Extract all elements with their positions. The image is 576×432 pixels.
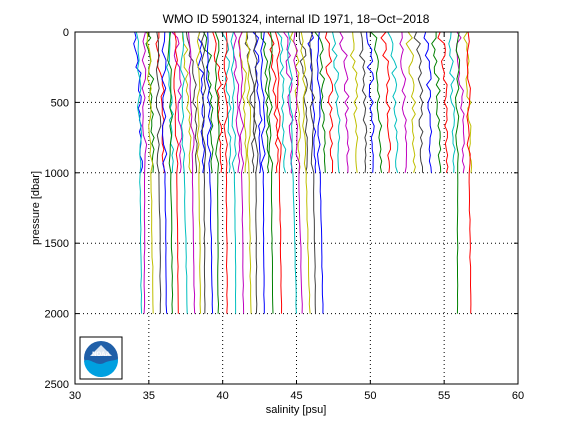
noaa-logo-wave: [84, 359, 119, 378]
shallow-profile-line: [182, 32, 192, 173]
y-tick-label: 1500: [45, 238, 69, 250]
deep-profile-line: [223, 31, 228, 314]
deep-profile-line: [188, 31, 196, 314]
shallow-profile-line: [448, 31, 456, 173]
chart-title: WMO ID 5901324, internal ID 1971, 18−Oct…: [163, 12, 430, 26]
deep-profile-line: [180, 31, 188, 314]
deep-profile-line: [141, 31, 148, 314]
deep-profile-line: [195, 31, 201, 314]
shallow-profile-line: [331, 31, 341, 173]
shallow-profile-line: [276, 31, 287, 173]
deep-profile-line: [237, 31, 245, 314]
deep-profile-line: [287, 31, 297, 314]
x-tick-label: 35: [143, 390, 155, 402]
y-tick-label: 2000: [45, 309, 69, 321]
deep-profile-line: [293, 31, 303, 314]
x-tick-label: 45: [290, 390, 302, 402]
deep-profile-line: [267, 31, 274, 314]
deep-profile-line: [253, 31, 259, 314]
shallow-profile-line: [405, 31, 416, 173]
shallow-profile-line: [185, 31, 198, 173]
shallow-profile-line: [314, 31, 326, 173]
shallow-profile-line: [366, 31, 375, 173]
deep-profile-line: [205, 31, 214, 314]
shallow-profile-line: [431, 32, 442, 173]
deep-profile-line: [454, 31, 461, 314]
shallow-profile-line: [423, 31, 433, 173]
deep-profile-line: [155, 31, 162, 314]
y-tick-label: 1000: [45, 168, 69, 180]
shallow-profile-line: [413, 31, 424, 173]
shallow-profile-line: [399, 31, 408, 173]
x-tick-label: 40: [217, 390, 229, 402]
x-tick-label: 55: [438, 390, 450, 402]
x-tick-label: 50: [364, 390, 376, 402]
deep-profile-line: [173, 31, 179, 314]
x-axis-label: salinity [psu]: [266, 404, 327, 416]
shallow-profile-line: [155, 32, 165, 173]
y-tick-label: 500: [51, 97, 69, 109]
deep-profile-line: [230, 31, 237, 314]
deep-profile-line: [260, 31, 266, 314]
deep-profile-line: [309, 31, 316, 314]
deep-profile-line: [274, 31, 283, 314]
shallow-profile-line: [298, 31, 308, 173]
shallow-profile-line: [387, 31, 399, 173]
shallow-profile-line: [437, 31, 449, 173]
noaa-logo-text: NOAA: [92, 352, 110, 358]
grid-lines: [75, 32, 518, 384]
shallow-profile-line: [166, 31, 175, 173]
y-tick-label: 2500: [45, 379, 69, 391]
shallow-profile-line: [349, 31, 359, 173]
shallow-profile-line: [324, 31, 334, 173]
noaa-logo-bird: [90, 345, 112, 356]
shallow-profile-line: [145, 31, 155, 173]
shallow-profile-line: [203, 31, 214, 173]
x-tick-label: 30: [69, 390, 81, 402]
deep-profile-line: [300, 31, 311, 314]
shallow-profile-line: [252, 31, 263, 173]
deep-profile-line: [245, 31, 252, 314]
shallow-profile-line: [339, 31, 350, 173]
deep-profile-line: [201, 31, 207, 314]
shallow-profile-line: [238, 31, 247, 173]
y-axis-label: pressure [dbar]: [30, 171, 42, 245]
shallow-profile-line: [260, 31, 270, 173]
deep-profile-line: [161, 31, 168, 314]
deep-profile-line: [146, 31, 154, 314]
shallow-profile-line: [171, 31, 183, 173]
axis-ticks: 30 35 40 45 50 55 60 0 500 1000 1500 2000 2500: [45, 27, 525, 402]
shallow-profile-line: [455, 31, 465, 173]
y-tick-label: 0: [63, 27, 69, 39]
deep-profile-line: [135, 31, 143, 314]
shallow-profile-line: [370, 31, 383, 173]
x-tick-label: 60: [512, 390, 524, 402]
deep-profile-line: [466, 31, 472, 314]
shallow-profile-line: [380, 31, 392, 173]
deep-profile-line: [316, 31, 324, 314]
noaa-logo: NOAA: [79, 336, 123, 380]
deep-profile-line: [167, 31, 174, 314]
shallow-profile-line: [244, 31, 256, 173]
profile-series-group: [133, 31, 473, 314]
shallow-profile-line: [267, 31, 279, 173]
deep-profile-line: [214, 31, 220, 314]
shallow-profile-line: [212, 31, 223, 173]
shallow-profile-line: [358, 31, 368, 173]
